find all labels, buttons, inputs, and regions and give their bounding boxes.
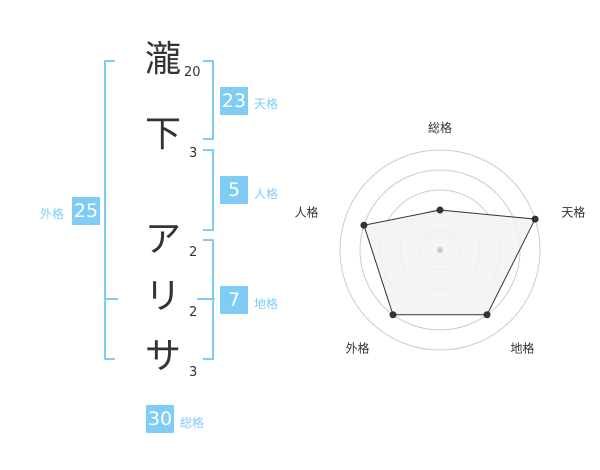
- jinkaku-label: 人格: [254, 187, 279, 201]
- chikaku-label: 地格: [254, 297, 279, 311]
- radar-axis-label: 総格: [428, 120, 452, 135]
- radar-point: [360, 221, 368, 229]
- radar-polygon: [363, 209, 536, 316]
- name-char: サ: [144, 336, 181, 377]
- radar-axis-label: 地格: [510, 341, 534, 356]
- gaikaku-label: 外格: [40, 207, 65, 221]
- soukaku-label: 総格: [180, 416, 205, 430]
- radar-axis-label: 人格: [295, 204, 319, 219]
- name-char: 下: [144, 114, 181, 155]
- radar-point: [436, 206, 444, 214]
- stroke-count: 2: [189, 245, 198, 260]
- chikaku-value: 7: [220, 286, 248, 314]
- jinkaku-bracket: [203, 149, 214, 231]
- name-char: ア: [144, 219, 181, 260]
- tenkaku-bracket: [203, 60, 214, 140]
- tenkaku-value: 23: [220, 87, 248, 115]
- radar-center: [437, 247, 443, 253]
- radar-point: [531, 215, 539, 223]
- radar-point: [483, 311, 491, 319]
- jinkaku-value: 5: [220, 176, 248, 204]
- radar-axis-label: 天格: [561, 204, 585, 219]
- stroke-count: 3: [189, 146, 198, 161]
- gaikaku-tick: [104, 298, 118, 300]
- name-char: 瀧: [144, 39, 181, 80]
- name-char: リ: [144, 276, 181, 317]
- gaikaku-bracket: [104, 60, 115, 360]
- radar-ring: [339, 149, 541, 351]
- tenkaku-label: 天格: [254, 97, 279, 111]
- radar-point: [389, 311, 397, 319]
- stroke-count: 3: [189, 365, 198, 380]
- gaikaku-value: 25: [72, 197, 100, 225]
- chikaku-tick: [197, 298, 215, 300]
- stroke-count: 20: [184, 65, 201, 80]
- radar-axis-label: 外格: [346, 341, 370, 356]
- stroke-count: 2: [189, 305, 198, 320]
- soukaku-value: 30: [146, 405, 174, 433]
